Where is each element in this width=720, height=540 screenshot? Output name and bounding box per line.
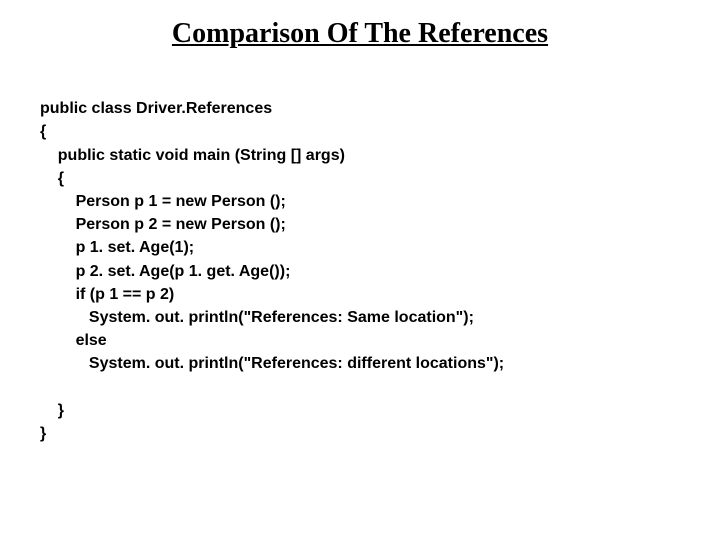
- code-line: {: [40, 170, 64, 187]
- code-line: public class Driver.References: [40, 100, 272, 117]
- code-line: public static void main (String [] args): [40, 147, 345, 164]
- code-line: Person p 1 = new Person ();: [40, 193, 286, 210]
- code-block: public class Driver.References { public …: [40, 74, 720, 445]
- code-line: Person p 2 = new Person ();: [40, 216, 286, 233]
- code-line: System. out. println("References: Same l…: [40, 309, 474, 326]
- code-line: }: [40, 425, 46, 442]
- code-line: if (p 1 == p 2): [40, 286, 174, 303]
- code-line: System. out. println("References: differ…: [40, 355, 504, 372]
- slide-title: Comparison Of The References: [0, 18, 720, 50]
- code-line: else: [40, 332, 107, 349]
- code-line: }: [40, 402, 64, 419]
- code-line: {: [40, 123, 46, 140]
- code-line: p 2. set. Age(p 1. get. Age());: [40, 263, 290, 280]
- code-line: p 1. set. Age(1);: [40, 239, 194, 256]
